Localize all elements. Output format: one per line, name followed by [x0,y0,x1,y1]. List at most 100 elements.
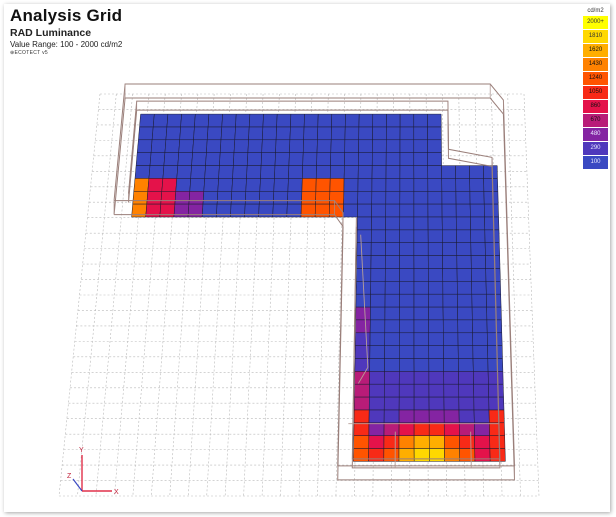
grid-cell [177,152,193,166]
grid-cell [488,396,505,411]
wall-outline [128,100,501,460]
grid-cell [441,178,457,192]
grid-cell [399,306,415,321]
grid-cell [474,435,491,449]
brand-label: ⊕ECOTECT v5 [10,50,122,56]
grid-cell [329,191,345,205]
grid-cell [413,268,429,282]
page-title: Analysis Grid [10,6,123,25]
grid-cell [289,126,305,141]
grid-cell [383,422,400,436]
grid-cell [470,216,486,231]
grid-cell [231,178,247,192]
grid-cell [442,306,458,321]
header-block: Analysis Grid RAD Luminance Value Range:… [10,6,122,56]
grid-cell [191,152,207,166]
grid-cell [343,191,359,205]
grid-cell [472,319,488,334]
grid-cell [343,165,359,179]
grid-cell [413,152,428,166]
grid-cell [246,165,262,179]
grid-cell [458,396,475,411]
grid-cell [413,319,429,334]
grid-cell [232,165,248,179]
grid-cell [469,178,485,192]
grid-cell [133,178,150,192]
grid-cell [357,203,372,218]
grid-cell [399,229,415,243]
wall-outline [113,83,516,467]
grid-cell [356,242,372,256]
grid-cell [399,126,415,141]
grid-cell [151,126,168,141]
grid-cell [427,242,443,256]
analysis-grid-viewport[interactable]: X Y Z Analysis Grid RAD Luminance Value Ra… [4,4,610,512]
grid-cell [399,345,415,359]
grid-cell [399,113,415,128]
grid-cell [413,113,428,128]
grid-cell [428,371,445,385]
grid-cell [399,332,415,346]
grid-cell [442,255,458,269]
grid-line [151,93,182,497]
legend-swatch: 100 [583,155,608,170]
grid-cell [353,422,370,436]
grid-cell [369,319,386,334]
grid-cell [160,191,177,205]
grid-cell [206,126,223,141]
grid-cell [248,113,264,128]
grid-cell [344,139,359,153]
grid-cell [316,152,332,166]
grid-cell [399,319,415,334]
grid-cell [357,165,373,179]
grid-cell [260,152,276,166]
grid-cell [235,113,251,128]
grid-cell [262,126,277,141]
z-axis-label: Z [67,473,72,480]
grid-cell [234,126,250,141]
grid-cell [399,191,415,205]
grid-cell [427,139,442,153]
grid-cell [161,178,178,192]
grid-cell [443,358,459,372]
grid-cell [413,306,429,321]
grid-cell [385,139,401,153]
grid-cell [473,409,490,424]
grid-cell [233,139,249,153]
grid-cell [356,268,372,282]
grid-cell [429,448,445,462]
grid-cell [484,216,500,231]
grid-cell [413,165,429,179]
grid-cell [202,191,219,205]
grid-cell [428,306,444,321]
grid-cell [371,216,386,231]
grid-cell [489,422,505,436]
grid-cell [368,448,385,462]
grid-cell [399,293,415,308]
grid-cell [398,371,415,385]
grid-cell [139,113,155,128]
grid-cell [385,229,400,243]
grid-cell [472,345,489,359]
grid-line [95,93,133,497]
legend-swatch: 860 [583,99,608,114]
grid-cell [473,396,490,411]
grid-cell [179,126,195,141]
grid-cell [189,178,205,192]
grid-cell [384,383,400,398]
grid-cell [489,448,506,462]
grid-cell [330,126,346,141]
grid-cell [355,319,371,334]
grid-cell [472,332,488,346]
grid-cell [385,255,400,269]
grid-cell [218,165,234,179]
legend-swatch: 670 [583,113,608,128]
grid-cell [413,422,430,436]
grid-cell [483,203,499,218]
grid-cell [344,152,359,166]
floor-plan-canvas[interactable]: X Y Z [4,4,610,512]
grid-cell [316,139,332,153]
grid-cell [399,152,415,166]
grid-cell [221,113,237,128]
grid-cell [180,113,196,128]
